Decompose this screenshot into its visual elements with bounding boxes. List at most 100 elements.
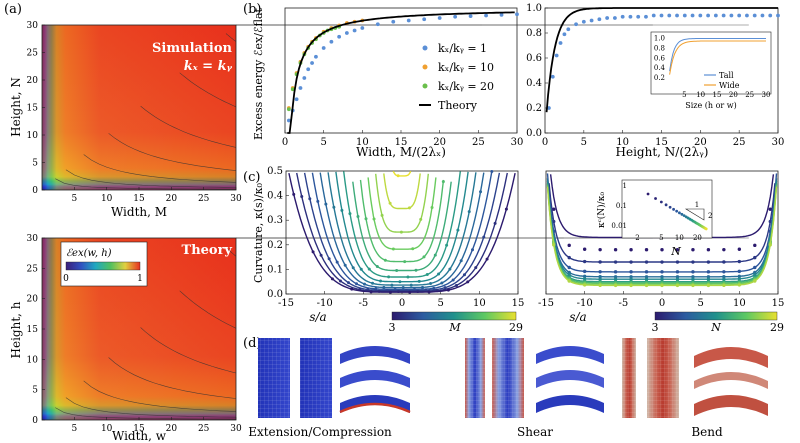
- curvature-point: [418, 280, 421, 283]
- curvature-point: [360, 268, 363, 271]
- curvature-point: [722, 270, 725, 273]
- curvature-point: [419, 218, 422, 221]
- curvature-point: [738, 283, 741, 286]
- figure: (a) Simulation kₓ = kᵧ 5 10 15 20 25 30051015…: [0, 0, 800, 443]
- curvature-point: [753, 244, 756, 247]
- curvature-point: [371, 282, 374, 285]
- y-tick-label: 5: [32, 159, 38, 169]
- x-tick-label: 5: [320, 137, 326, 148]
- curvature-point: [365, 217, 368, 220]
- inset-x-tick: 25: [745, 91, 754, 99]
- legend-label-2: kₓ/kᵧ = 10: [438, 61, 494, 74]
- curvature-point: [471, 248, 474, 251]
- curvature-point: [738, 270, 741, 273]
- data-point: [722, 14, 726, 18]
- curvature-point: [429, 282, 432, 285]
- data-point: [306, 67, 310, 71]
- curvature-point: [387, 275, 390, 278]
- curvature-point: [390, 284, 393, 287]
- arc-shear-3: [536, 395, 604, 413]
- curvature-point: [448, 268, 451, 271]
- curvature-point: [738, 248, 741, 251]
- cR-inset: 2 5 10 2010.10.01 N κᶜ(N)/κ₀ 1 2: [596, 180, 712, 258]
- x-tick-label: 25: [198, 194, 210, 204]
- curvature-point: [494, 222, 497, 225]
- curvature-point: [324, 203, 327, 206]
- curvature-point: [707, 270, 710, 273]
- inset-point: [705, 228, 708, 231]
- curvature-point: [568, 256, 571, 259]
- cL-cb-max: 29: [509, 321, 523, 334]
- curvature-point: [707, 260, 710, 263]
- curvature-point: [568, 279, 571, 282]
- data-point: [407, 19, 411, 23]
- curvature-point: [583, 270, 586, 273]
- cR-cb-label: N: [710, 321, 721, 334]
- inset-x-tick: 30: [762, 91, 771, 99]
- cL-ylabel: Curvature, κ(s)/κ₀: [252, 182, 265, 282]
- curvature-point: [474, 266, 477, 269]
- curvature-point: [336, 261, 339, 264]
- inset-y-tick: 0.2: [654, 74, 665, 82]
- x-tick-label: 30: [772, 137, 785, 148]
- curvature-point: [660, 248, 663, 251]
- inset-point: [678, 211, 681, 214]
- x-tick-label: 25: [733, 137, 746, 148]
- inset-point: [675, 210, 678, 213]
- curvature-point: [552, 243, 555, 246]
- data-point: [636, 15, 640, 19]
- y-tick-label: 0.6: [526, 53, 542, 64]
- arc-shear-1: [536, 346, 604, 364]
- x-tick-label: 5: [71, 424, 77, 434]
- colorbar-max: 1: [137, 274, 143, 284]
- x-tick-label: 0: [542, 137, 548, 148]
- curvature-point: [598, 284, 601, 287]
- inset-point: [647, 193, 650, 196]
- curvature-line: [368, 177, 436, 249]
- data-point: [621, 15, 625, 19]
- data-point: [559, 41, 563, 45]
- inset-xlabel: Size (h or w): [685, 101, 737, 110]
- y-tick-label: 15: [27, 325, 39, 335]
- data-point: [761, 14, 765, 18]
- x-tick-label: 10: [101, 194, 113, 204]
- curvature-point: [629, 270, 632, 273]
- y-tick-label: 1.0: [526, 3, 542, 14]
- data-point: [345, 31, 349, 35]
- y-tick-label: 25: [27, 49, 39, 59]
- curvature-point: [403, 260, 406, 263]
- x-tick-label: 25: [198, 424, 210, 434]
- legend-marker-2: [423, 65, 428, 70]
- curvature-point: [350, 288, 353, 291]
- curvature-point: [455, 284, 458, 287]
- data-point: [453, 15, 457, 19]
- sim-subtitle: kₓ = kᵧ: [184, 59, 233, 74]
- data-point: [698, 14, 702, 18]
- data-point: [422, 17, 426, 21]
- curvature-point: [660, 270, 663, 273]
- y-tick-label: 30: [27, 21, 39, 31]
- curvature-point: [468, 210, 471, 213]
- data-point: [590, 19, 594, 23]
- curvature-point: [373, 218, 376, 221]
- curvature-point: [568, 244, 571, 247]
- curvature-point: [398, 280, 401, 283]
- curvature-line: [376, 174, 429, 232]
- curvature-point: [308, 197, 311, 200]
- x-tick-label: 20: [166, 424, 178, 434]
- caption-bend: Bend: [691, 425, 723, 439]
- data-point: [597, 17, 601, 21]
- arc-ext-2: [340, 370, 410, 388]
- legend-marker-1: [423, 46, 428, 51]
- curvature-point: [408, 291, 411, 294]
- sim-title: Simulation: [152, 41, 233, 56]
- curvature-point: [707, 248, 710, 251]
- x-tick-label: -15: [538, 298, 554, 309]
- y-tick-label: 0.4: [526, 78, 542, 89]
- inset-point: [665, 203, 668, 206]
- x-tick-label: 0: [659, 298, 665, 309]
- panel-a-label: (a): [4, 2, 22, 17]
- colorbar-title: ℰex(w, h): [66, 248, 112, 259]
- y-tick-label: 5: [32, 386, 38, 396]
- y-tick-label: 20: [27, 295, 39, 305]
